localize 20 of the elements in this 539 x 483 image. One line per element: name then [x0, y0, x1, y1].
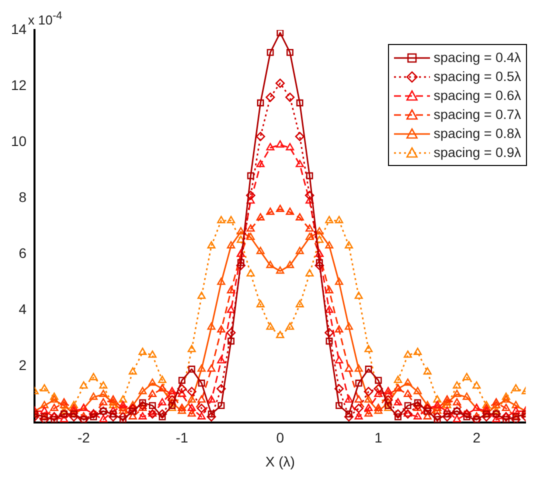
x-tick-label: 0	[276, 430, 284, 446]
y-tick-label: 8	[18, 189, 27, 206]
x-tick-label: -1	[176, 430, 188, 446]
x-axis-title: X (λ)	[265, 453, 295, 470]
y-tick-label: 10	[10, 132, 27, 149]
y-tick-label: 4	[18, 301, 27, 318]
y-tick-label: 2	[18, 357, 27, 374]
x-tick-label: -2	[77, 430, 90, 446]
x-tick-label: 1	[374, 430, 382, 446]
text: x 10$^{-4}$	[28, 10, 62, 28]
legend-label: spacing = 0.9λ	[432, 144, 521, 162]
legend-label: spacing = 0.8λ	[432, 125, 521, 143]
y-tick-label: 12	[10, 76, 27, 93]
legend-label: spacing = 0.5λ	[432, 68, 521, 86]
legend-label: spacing = 0.7λ	[432, 106, 521, 124]
legend-label: spacing = 0.4λ	[432, 49, 521, 67]
x-tick-label: 2	[472, 430, 481, 446]
y-tick-label: 6	[18, 245, 27, 262]
y-tick-label: 14	[10, 20, 27, 37]
legend-label: spacing = 0.6λ	[432, 87, 521, 105]
